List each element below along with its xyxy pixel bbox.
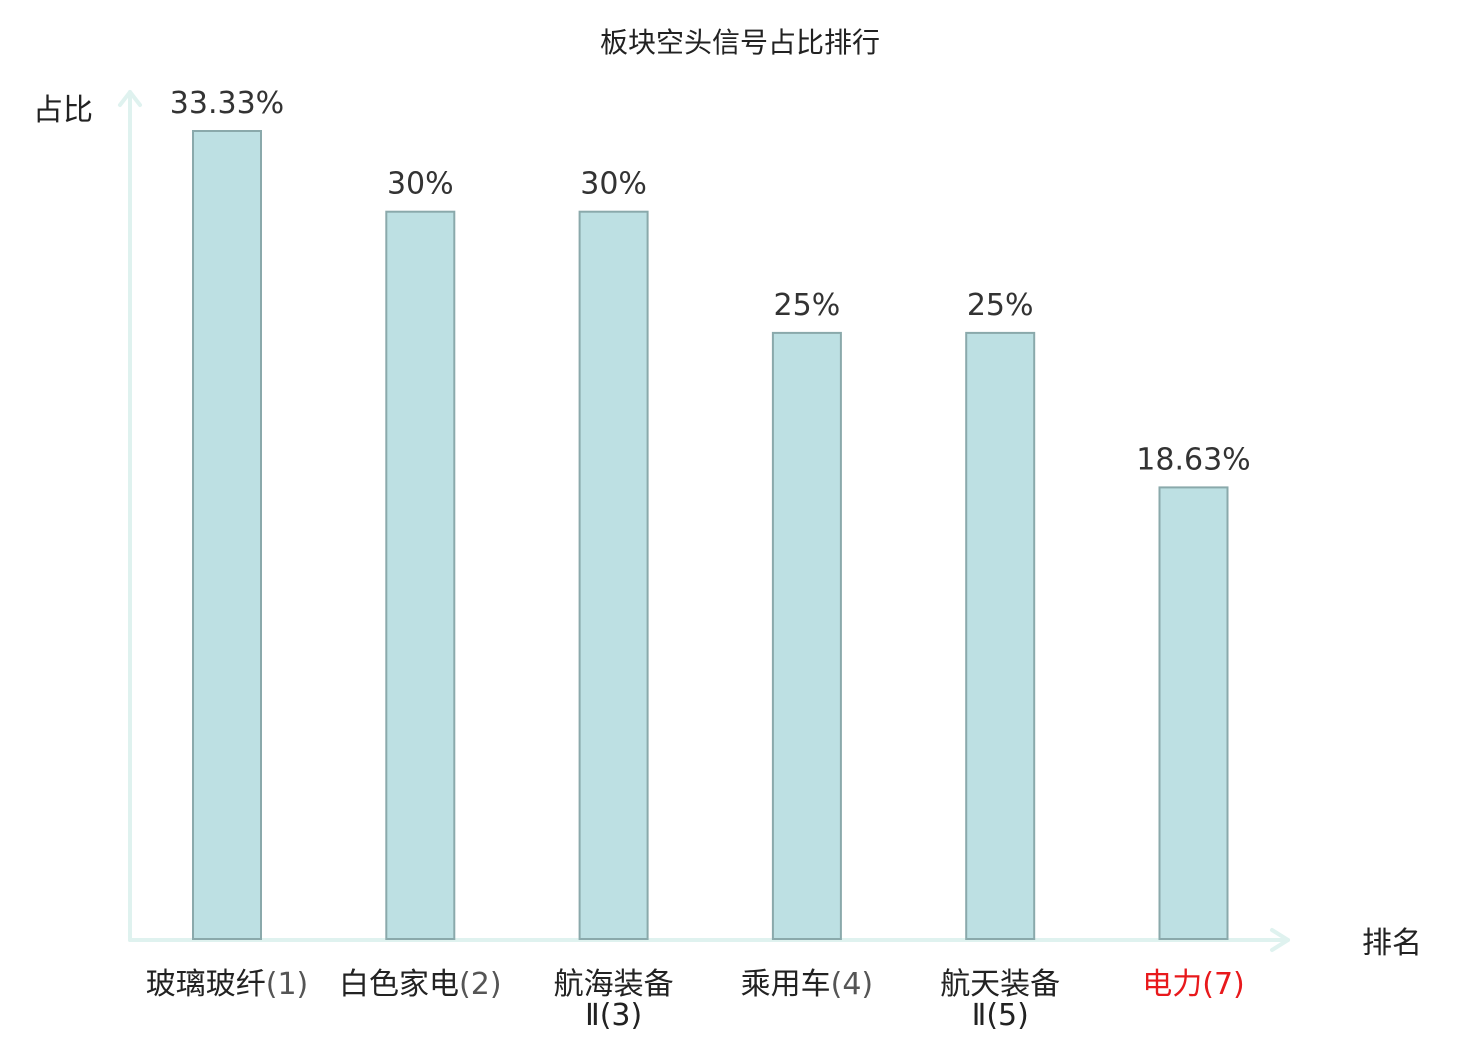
category-label-line2: Ⅱ(5) — [972, 998, 1029, 1033]
category-rank: (7) — [1202, 967, 1245, 1002]
category-rank: (3) — [600, 998, 643, 1033]
x-axis-arrow — [1270, 928, 1290, 952]
bar — [771, 331, 842, 940]
bar — [965, 331, 1036, 940]
category-label: 航天装备 — [940, 967, 1060, 1002]
value-labels-group: 33.33% 30% 30% 25% 25% 18.63% — [170, 86, 1251, 477]
bar-value-label: 33.33% — [170, 86, 284, 121]
category-name: 航天装备 — [940, 967, 1060, 1002]
category-rank: (1) — [266, 967, 309, 1002]
bar-value-label: 18.63% — [1136, 442, 1250, 477]
bar — [578, 210, 649, 940]
y-axis-title: 占比 — [33, 93, 93, 128]
category-name-suffix: Ⅱ — [585, 998, 600, 1033]
category-label-line2: Ⅱ(3) — [585, 998, 642, 1033]
category-name: 电力 — [1142, 967, 1202, 1002]
category-name: 乘用车 — [741, 967, 831, 1002]
bar — [385, 210, 456, 940]
bar-value-label: 25% — [774, 288, 841, 323]
bars-group — [192, 130, 1229, 940]
category-label: 玻璃玻纤(1) — [146, 967, 309, 1002]
axes — [118, 90, 1290, 952]
bar-value-label: 30% — [580, 167, 647, 202]
category-name: 玻璃玻纤 — [146, 967, 266, 1002]
category-rank: (2) — [459, 967, 502, 1002]
category-name: 航海装备 — [554, 967, 674, 1002]
category-label: 白色家电(2) — [339, 967, 502, 1002]
bar — [1158, 486, 1229, 940]
bar-value-label: 25% — [967, 288, 1034, 323]
category-label: 电力(7) — [1142, 967, 1245, 1002]
y-axis-arrow — [118, 90, 142, 107]
category-label: 航海装备 — [554, 967, 674, 1002]
bar — [192, 130, 262, 940]
x-axis-title: 排名 — [1362, 926, 1422, 961]
category-rank: (5) — [986, 998, 1029, 1033]
bar-value-label: 30% — [387, 167, 454, 202]
category-rank: (4) — [831, 967, 874, 1002]
category-label: 乘用车(4) — [741, 967, 874, 1002]
category-name: 白色家电 — [339, 967, 459, 1002]
chart-title: 板块空头信号占比排行 — [600, 26, 880, 59]
category-name-suffix: Ⅱ — [972, 998, 987, 1033]
